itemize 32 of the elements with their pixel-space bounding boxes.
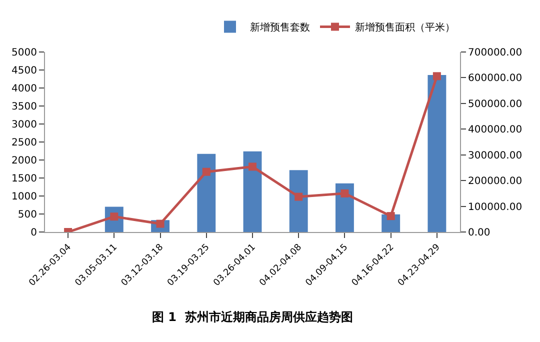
y-tick-label: 0 <box>30 228 37 238</box>
bar <box>428 75 446 232</box>
y-tick-label: 4500 <box>12 66 37 76</box>
y-tick-label: 3500 <box>12 102 37 112</box>
y-tick-label: 5000 <box>12 48 37 58</box>
point <box>432 72 441 80</box>
legend-label: 新增预售套数 <box>250 22 310 34</box>
y2-tick-label: 500000.00 <box>468 98 522 110</box>
y2-tick-label: 100000.00 <box>468 202 522 213</box>
bar <box>289 170 308 232</box>
point <box>294 192 303 201</box>
y2-tick-label: 600000.00 <box>468 73 522 84</box>
y-tick-label: 1500 <box>12 174 37 184</box>
bar <box>197 154 216 232</box>
y2-tick-label: 400000.00 <box>468 124 522 136</box>
y-tick-label: 3000 <box>12 120 37 130</box>
y2-tick-label: 0.00 <box>468 228 490 238</box>
y2-tick-label: 300000.00 <box>468 150 522 162</box>
point <box>340 189 349 198</box>
y-tick-label: 500 <box>18 210 37 220</box>
text: 图 1 苏州市近期商品房周供应趋势图 <box>152 310 353 324</box>
y-tick-label: 1000 <box>12 192 37 202</box>
point <box>386 212 395 220</box>
point <box>248 162 256 171</box>
y2-tick-label: 200000.00 <box>468 176 522 188</box>
y2-tick-label: 700000.00 <box>468 48 522 58</box>
y-tick-label: 2000 <box>12 156 37 166</box>
point <box>202 168 210 176</box>
y-tick-label: 4000 <box>12 84 37 94</box>
bar <box>243 151 262 232</box>
legend-label: 新增预售面积（平米） <box>355 22 455 34</box>
y-tick-label: 2500 <box>12 138 37 148</box>
